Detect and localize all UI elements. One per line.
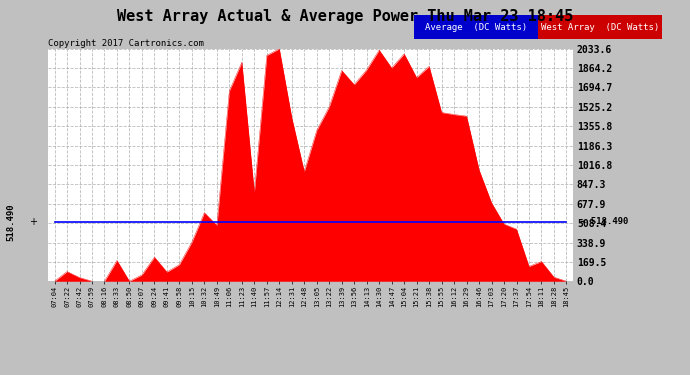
- Text: Copyright 2017 Cartronics.com: Copyright 2017 Cartronics.com: [48, 39, 204, 48]
- Text: West Array Actual & Average Power Thu Mar 23 18:45: West Array Actual & Average Power Thu Ma…: [117, 9, 573, 24]
- Text: Average  (DC Watts): Average (DC Watts): [425, 22, 527, 32]
- Text: → 518.490: → 518.490: [580, 217, 628, 226]
- Text: +: +: [29, 217, 37, 227]
- Text: 518.490: 518.490: [6, 203, 15, 241]
- Text: West Array  (DC Watts): West Array (DC Watts): [541, 22, 660, 32]
